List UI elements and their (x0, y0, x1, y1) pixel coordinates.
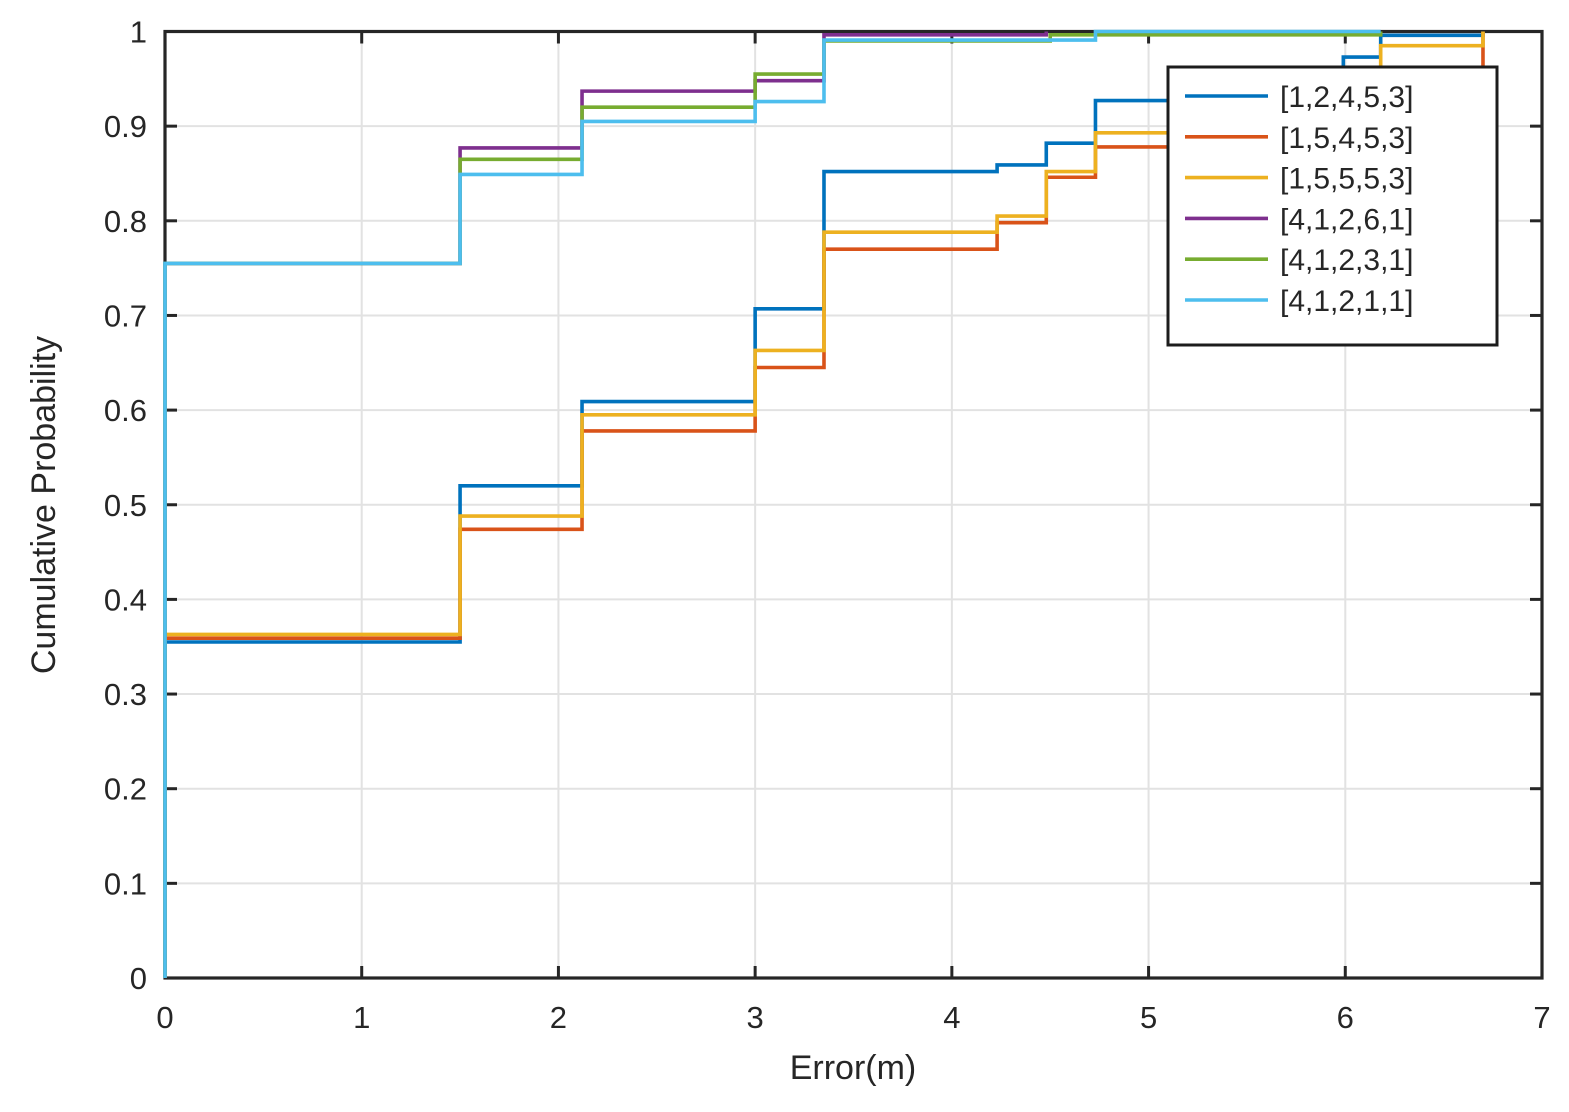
legend-entry: [4,1,2,1,1] (1185, 285, 1413, 318)
y-tick-label: 0.4 (104, 582, 147, 617)
x-tick-label: 5 (1140, 1000, 1157, 1035)
legend-entry-label: [4,1,2,3,1] (1280, 244, 1413, 277)
legend-entry: [4,1,2,3,1] (1185, 244, 1413, 277)
legend: [1,2,4,5,3] [1,5,4,5,3] [1,5,5,5,3] [4,1,2,… (1166, 65, 1499, 347)
tick-marks (163, 30, 1544, 980)
x-tick-label: 3 (747, 1000, 764, 1035)
y-tick-label: 0 (130, 961, 147, 996)
y-tick-label: 0.5 (104, 488, 147, 523)
legend-entry-label: [1,5,5,5,3] (1280, 163, 1413, 196)
legend-entry-label: [4,1,2,1,1] (1280, 285, 1413, 318)
x-tick-label: 1 (353, 1000, 370, 1035)
y-tick-labels: 0 0.1 0.2 0.3 0.4 0.5 0.6 0.7 0.8 0.9 1 (104, 15, 147, 997)
y-tick-label: 0.8 (104, 204, 147, 239)
legend-entry: [1,2,4,5,3] (1185, 81, 1413, 114)
x-tick-label: 6 (1337, 1000, 1354, 1035)
x-tick-label: 2 (550, 1000, 567, 1035)
y-tick-label: 0.3 (104, 677, 147, 712)
legend-entry: [1,5,5,5,3] (1185, 163, 1413, 196)
y-axis-label: Cumulative Probability (25, 336, 63, 674)
y-tick-label: 0.1 (104, 866, 147, 901)
series-line-0 (163, 31, 1485, 978)
y-tick-label: 0.7 (104, 298, 147, 333)
legend-entry-label: [1,5,4,5,3] (1280, 122, 1413, 155)
legend-entry-label: [4,1,2,6,1] (1280, 203, 1413, 236)
y-tick-label: 0.6 (104, 393, 147, 428)
x-tick-labels: 0 1 2 3 4 5 6 7 (156, 1000, 1550, 1035)
x-tick-label: 7 (1533, 1000, 1550, 1035)
legend-entry-label: [1,2,4,5,3] (1280, 81, 1413, 114)
series-line-5 (163, 29, 1381, 978)
y-tick-label: 1 (130, 15, 147, 50)
x-axis-label: Error(m) (790, 1049, 917, 1087)
y-tick-label: 0.9 (104, 109, 147, 144)
legend-entry: [4,1,2,6,1] (1185, 203, 1413, 236)
x-tick-label: 4 (943, 1000, 960, 1035)
legend-entry: [1,5,4,5,3] (1185, 122, 1413, 155)
y-tick-label: 0.2 (104, 772, 147, 807)
x-tick-label: 0 (156, 1000, 173, 1035)
